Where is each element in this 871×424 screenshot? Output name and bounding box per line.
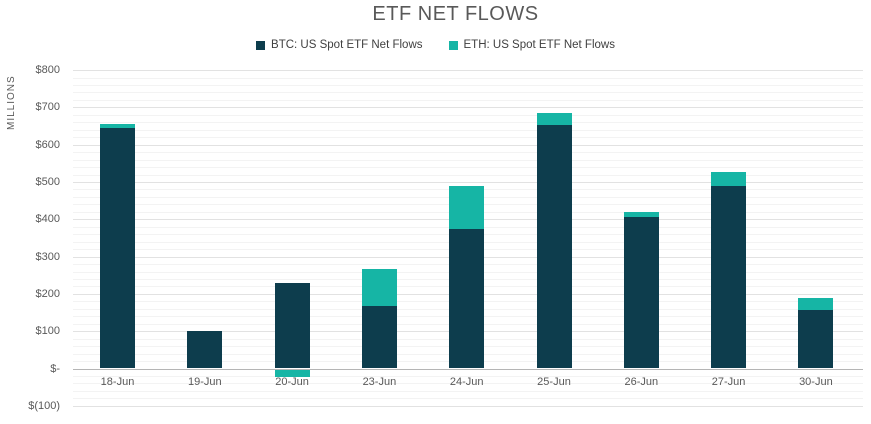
x-tick-label: 24-Jun [449, 376, 484, 388]
major-gridline [73, 405, 863, 407]
legend-label-eth: ETH: US Spot ETF Net Flows [463, 39, 615, 51]
bar-eth-30-Jun [798, 297, 834, 310]
minor-gridline [73, 159, 863, 161]
major-gridline [73, 70, 863, 72]
major-gridline [73, 144, 863, 146]
bar-eth-20-Jun [274, 369, 310, 377]
y-axis-title: MILLIONS [6, 75, 17, 130]
minor-gridline [73, 375, 863, 377]
bar-btc-20-Jun [274, 283, 310, 369]
minor-gridline [73, 390, 863, 392]
minor-gridline [73, 137, 863, 139]
x-tick-label: 18-Jun [100, 376, 135, 388]
x-tick-label: 25-Jun [537, 376, 571, 388]
chart-legend: BTC: US Spot ETF Net Flows ETH: US Spot … [0, 39, 871, 51]
bar-btc-24-Jun [449, 229, 485, 369]
minor-gridline [73, 167, 863, 169]
y-tick-label: $800 [35, 64, 60, 77]
bar-eth-27-Jun [711, 171, 747, 186]
minor-gridline [73, 152, 863, 154]
x-tick-label: 26-Jun [624, 376, 659, 388]
x-tick-label: 23-Jun [362, 376, 397, 388]
y-tick-label: $700 [35, 101, 60, 114]
legend-item-btc: BTC: US Spot ETF Net Flows [256, 39, 423, 51]
bar-eth-18-Jun [100, 124, 135, 128]
major-gridline [73, 182, 863, 183]
x-tick-label: 27-Jun [711, 376, 746, 388]
minor-gridline [73, 122, 863, 124]
x-tick-label: 20-Jun [275, 376, 309, 388]
legend-item-eth: ETH: US Spot ETF Net Flows [448, 39, 615, 51]
bar-btc-26-Jun [623, 217, 659, 369]
x-tick-label: 19-Jun [187, 376, 222, 388]
bar-btc-27-Jun [711, 185, 747, 369]
minor-gridline [73, 92, 863, 94]
bar-btc-18-Jun [100, 127, 135, 369]
bar-btc-30-Jun [798, 309, 834, 369]
y-tick-label: $600 [35, 138, 60, 151]
bar-eth-24-Jun [449, 186, 485, 230]
bar-eth-23-Jun [361, 269, 397, 306]
minor-gridline [73, 398, 863, 400]
y-tick-label: $200 [35, 287, 60, 300]
minor-gridline [73, 129, 863, 131]
bar-btc-25-Jun [536, 125, 572, 369]
y-tick-label: $- [50, 362, 60, 375]
eth-series-swatch-icon [448, 40, 458, 50]
bar-eth-26-Jun [623, 211, 659, 218]
minor-gridline [73, 77, 863, 79]
y-tick-label: $300 [35, 250, 60, 263]
minor-gridline [73, 99, 863, 101]
major-gridline [73, 107, 863, 109]
minor-gridline [73, 114, 863, 116]
minor-gridline [73, 383, 863, 385]
y-tick-label: $400 [35, 213, 60, 226]
btc-series-swatch-icon [256, 40, 266, 50]
minor-gridline [73, 174, 863, 176]
chart-title: ETF NET FLOWS [372, 3, 539, 25]
legend-label-btc: BTC: US Spot ETF Net Flows [271, 39, 423, 51]
y-tick-label: $500 [35, 176, 60, 188]
minor-gridline [73, 85, 863, 87]
x-tick-label: 30-Jun [799, 376, 833, 388]
y-tick-label: $(100) [28, 399, 60, 412]
x-axis-line [73, 368, 863, 370]
bar-btc-19-Jun [187, 331, 223, 369]
bar-btc-23-Jun [361, 305, 397, 369]
y-tick-label: $100 [35, 325, 60, 338]
bar-eth-25-Jun [536, 112, 572, 126]
